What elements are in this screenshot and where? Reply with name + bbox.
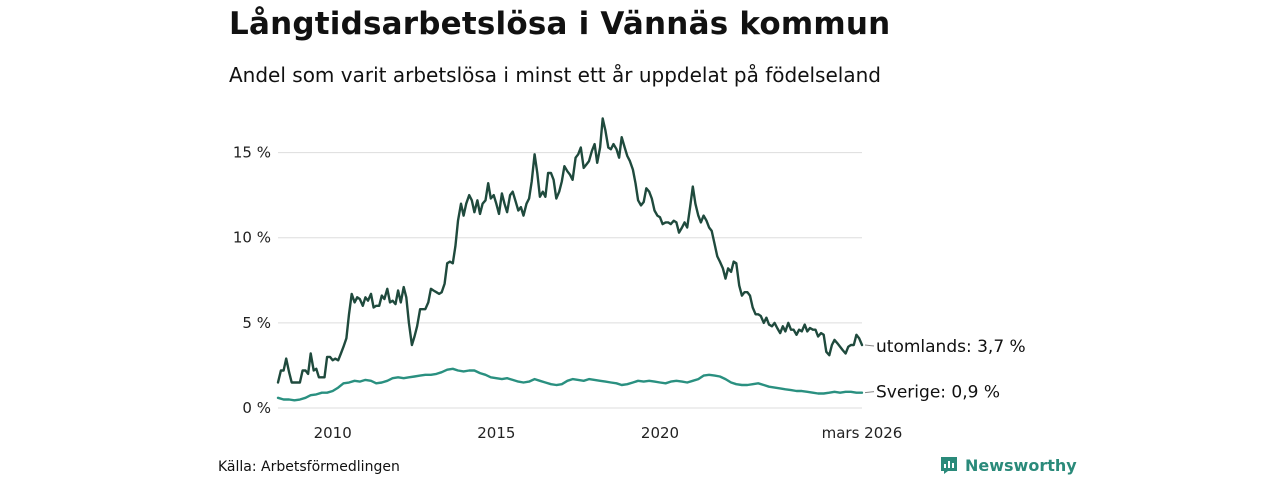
y-axis-ticks: 0 % 5 % 10 % 15 %: [233, 144, 271, 417]
x-axis-ticks: 2010 2015 2020 mars 2026: [314, 424, 903, 442]
series-end-label-utomlands: utomlands: 3,7 %: [876, 337, 1026, 357]
brand-logo: Newsworthy: [939, 455, 1077, 475]
source-note: Källa: Arbetsförmedlingen: [218, 459, 400, 475]
series-line-sverige: [276, 367, 864, 402]
x-tick-label: 2010: [314, 424, 352, 442]
series-line-utomlands: [276, 117, 864, 384]
y-tick-label: 10 %: [233, 229, 271, 247]
series-end-labels: utomlands: 3,7 % Sverige: 0,9 %: [864, 337, 1026, 403]
end-label-connector: [864, 344, 875, 347]
x-tick-label: mars 2026: [822, 424, 903, 442]
x-tick-label: 2015: [477, 424, 515, 442]
chart-title: Långtidsarbetslösa i Vännäs kommun: [229, 6, 891, 42]
series-lines: [276, 117, 864, 402]
grid-lines: [278, 152, 862, 409]
x-tick-label: 2020: [641, 424, 679, 442]
newsworthy-logo-icon: [941, 457, 957, 474]
y-tick-label: 5 %: [242, 314, 271, 332]
chart-subtitle: Andel som varit arbetslösa i minst ett å…: [229, 63, 881, 87]
series-end-label-sverige: Sverige: 0,9 %: [876, 383, 1000, 403]
y-tick-label: 15 %: [233, 144, 271, 162]
y-tick-label: 0 %: [242, 399, 271, 417]
brand-name: Newsworthy: [965, 455, 1077, 475]
end-label-connector: [864, 391, 875, 394]
